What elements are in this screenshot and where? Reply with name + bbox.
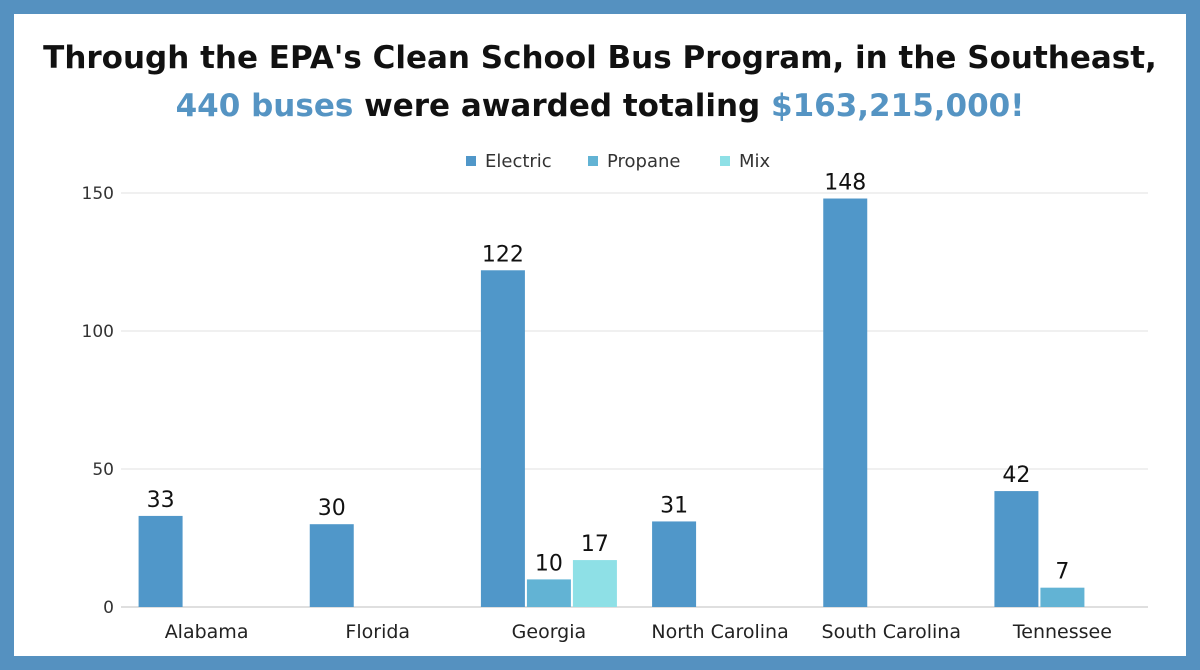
chart-card: Through the EPA's Clean School Bus Progr… — [14, 14, 1186, 656]
title-line2-middle: were awarded totaling — [353, 88, 771, 124]
bar-electric-north-carolina — [652, 521, 697, 607]
bar-electric-south-carolina — [823, 198, 868, 607]
y-tick-label: 0 — [103, 598, 114, 618]
chart-title-line1: Through the EPA's Clean School Bus Progr… — [14, 40, 1186, 76]
data-label: 17 — [581, 532, 609, 557]
bar-propane-tennessee — [1040, 587, 1085, 607]
legend-label-electric: Electric — [485, 151, 552, 172]
bar-electric-georgia — [480, 270, 525, 607]
x-category-label: Florida — [345, 621, 410, 643]
bar-chart: Electric Propane Mix 0 50 100 150 33 30 122 10 17… — [82, 151, 1148, 643]
y-axis-ticks: 0 50 100 150 — [82, 184, 114, 618]
legend-swatch-mix — [720, 156, 730, 166]
bar-propane-georgia — [526, 579, 571, 607]
legend-swatch-propane — [588, 156, 598, 166]
x-category-label: North Carolina — [651, 621, 788, 643]
x-axis-labels: Alabama Florida Georgia North Carolina South… — [165, 621, 1112, 643]
y-tick-label: 150 — [82, 184, 114, 204]
data-label: 30 — [318, 496, 346, 521]
x-category-label: Georgia — [512, 621, 587, 643]
bar-mix-georgia — [572, 560, 617, 607]
chart-bars: 33 30 122 10 17 31 148 42 7 — [138, 171, 1085, 607]
chart-legend: Electric Propane Mix — [466, 151, 771, 172]
y-tick-label: 50 — [92, 460, 114, 480]
legend-swatch-electric — [466, 156, 476, 166]
bar-electric-alabama — [138, 515, 183, 607]
total-amount-highlight: $163,215,000! — [771, 88, 1025, 124]
title-line1-text: Through the EPA's Clean School Bus Progr… — [43, 40, 1157, 76]
data-label: 10 — [535, 551, 563, 576]
data-label: 31 — [660, 493, 688, 518]
data-label: 33 — [147, 488, 175, 513]
data-label: 122 — [482, 242, 524, 267]
x-category-label: Alabama — [165, 621, 249, 643]
bus-count-highlight: 440 buses — [175, 88, 354, 124]
legend-label-propane: Propane — [607, 151, 681, 172]
data-label: 7 — [1055, 560, 1069, 585]
x-category-label: Tennessee — [1012, 621, 1112, 643]
bar-electric-tennessee — [994, 491, 1039, 607]
chart-title-line2: 440 buses were awarded totaling $163,215… — [14, 88, 1186, 124]
x-category-label: South Carolina — [822, 621, 961, 643]
data-label: 148 — [824, 171, 866, 196]
y-tick-label: 100 — [82, 322, 114, 342]
legend-label-mix: Mix — [739, 151, 771, 172]
bar-electric-florida — [309, 524, 354, 607]
chart-gridlines — [121, 192, 1148, 608]
data-label: 42 — [1002, 463, 1030, 488]
